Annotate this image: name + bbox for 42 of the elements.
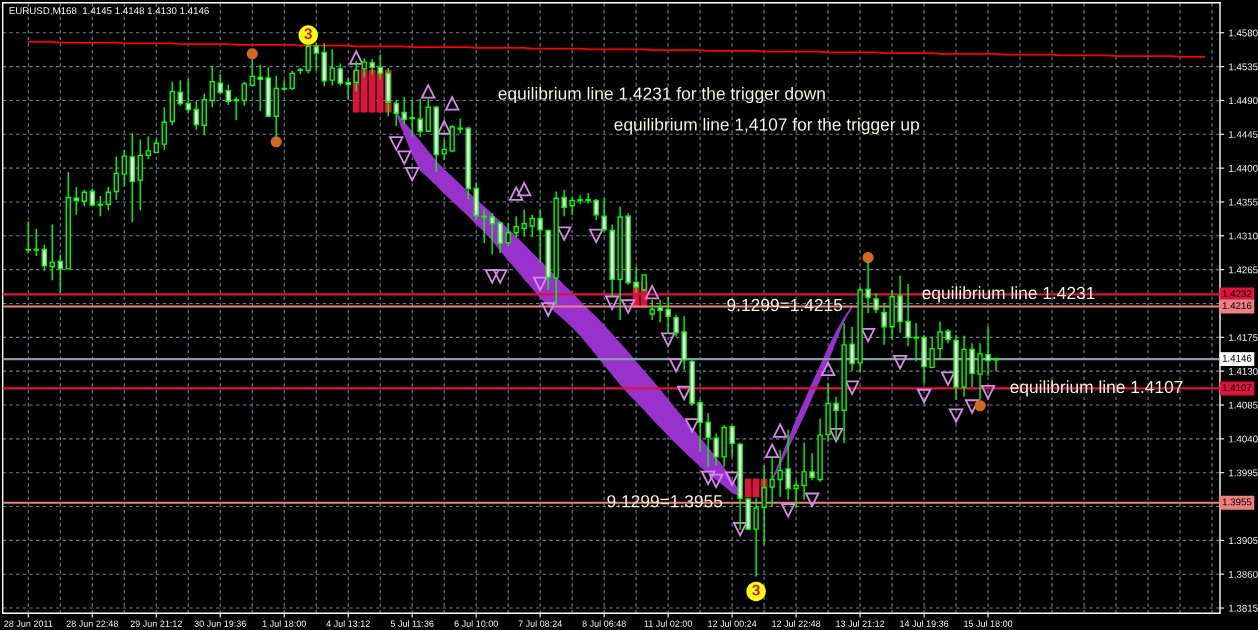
y-tick-label: 1.4175 [1229, 334, 1258, 341]
series-label: 3 [304, 28, 312, 40]
x-tick-label: 8 Jul 06:48 [582, 620, 626, 627]
ref-line-label: 1.4216 [1222, 302, 1252, 310]
x-tick-label: 4 Jul 13:12 [326, 620, 370, 627]
y-tick-label: 1.3815 [1229, 604, 1258, 612]
x-tick-label: 29 Jun 21:12 [130, 620, 182, 627]
x-tick-label: 30 Jun 19:36 [194, 620, 246, 627]
x-tick-label: 7 Jul 08:24 [518, 620, 562, 627]
y-tick-label: 1.4400 [1229, 164, 1258, 172]
y-tick-label: 1.4265 [1229, 266, 1258, 274]
x-tick-label: 13 Jul 21:12 [836, 620, 885, 627]
y-tick-label: 1.4490 [1229, 97, 1258, 105]
chart-title: EURUSD,M168 1.4145 1.4148 1.4130 1.4146 [9, 7, 209, 16]
x-tick-label: 14 Jul 19:36 [900, 620, 949, 627]
x-tick-label: 5 Jul 11:36 [390, 620, 434, 627]
y-tick-label: 1.4085 [1229, 401, 1258, 409]
y-tick-label: 1.4310 [1229, 232, 1258, 240]
x-tick-label: 28 Jun 22:48 [66, 620, 118, 627]
x-tick-label: 12 Jul 00:24 [708, 620, 757, 627]
y-tick-label: 1.4130 [1229, 367, 1258, 375]
annotation: equilibrium line 1.4231 for the trigger down [498, 86, 825, 104]
ref-line-label: 1.3955 [1222, 498, 1252, 506]
annotation: equilibrium line 1,4107 for the trigger up [614, 117, 919, 135]
x-tick-label: 15 Jul 18:00 [964, 620, 1013, 627]
text: 3 [752, 584, 760, 596]
y-tick-label: 1.4535 [1229, 63, 1258, 71]
x-tick-label: 11 Jul 02:00 [644, 620, 693, 627]
y-tick-label: 1.4355 [1229, 198, 1258, 206]
x-tick-label: 28 Jun 2011 [4, 620, 53, 627]
ref-line-label: 1.4232 [1222, 290, 1252, 298]
ref-line-label: 1.4107 [1222, 384, 1252, 392]
x-tick-label: 12 Jul 22:48 [772, 620, 821, 627]
y-tick-label: 1.3860 [1229, 570, 1258, 578]
x-tick-label: 6 Jul 10:00 [454, 620, 498, 627]
y-tick-label: 1.4040 [1229, 435, 1258, 443]
x-tick-label: 1 Jul 18:00 [262, 620, 306, 627]
y-tick-label: 1.3995 [1229, 469, 1258, 477]
ref-line-label: 1.4146 [1222, 354, 1252, 362]
y-tick-label: 1.4445 [1229, 131, 1258, 138]
y-tick-label: 1.4580 [1229, 29, 1258, 37]
y-tick-label: 1.3905 [1229, 537, 1258, 544]
